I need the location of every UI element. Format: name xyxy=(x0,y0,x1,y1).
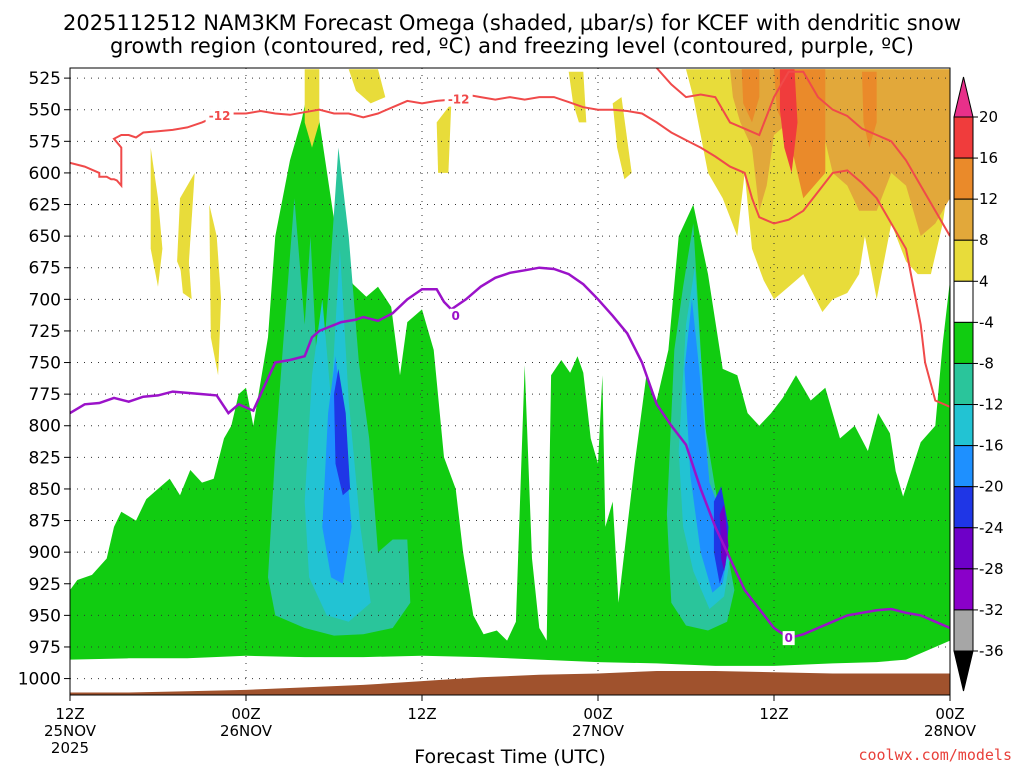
ytick-label-950: 950 xyxy=(29,606,61,626)
colorbar-label-12: -32 xyxy=(979,601,1004,619)
colorbar-band-8 xyxy=(953,445,974,488)
ytick-label-800: 800 xyxy=(29,417,61,437)
isotherm-minus12-upper-line xyxy=(655,68,950,237)
xtick-date-1: 26NOV xyxy=(220,722,273,740)
terrain-fill xyxy=(70,671,950,695)
xtick-time-3: 00Z xyxy=(583,705,612,723)
xtick-time-2: 12Z xyxy=(407,705,436,723)
colorbar-band-9 xyxy=(953,486,974,529)
colorbar-label-13: -36 xyxy=(979,642,1004,660)
ytick-label-575: 575 xyxy=(29,132,61,152)
colorbar-band-3 xyxy=(953,239,974,282)
ytick-label-725: 725 xyxy=(29,322,61,342)
colorbar-bottom-arrow xyxy=(953,650,974,692)
ytick-label-600: 600 xyxy=(29,164,61,184)
xtick-date-5: 28NOV xyxy=(924,722,977,740)
colorbar-label-4: 4 xyxy=(979,272,989,290)
colorbar-label-7: -12 xyxy=(979,396,1004,414)
omega-region-13 xyxy=(209,204,222,376)
terrain-polygon xyxy=(70,671,950,695)
colorbar-label-11: -28 xyxy=(979,560,1004,578)
freezing-label-2: 0 xyxy=(784,631,792,645)
colorbar-band-0 xyxy=(953,116,974,159)
colorbar: 20 16 12 8 4 -4 -8 -12 -16 -20 -24 -28 -32 -36 xyxy=(953,76,1004,692)
colorbar-label-9: -20 xyxy=(979,478,1004,496)
colorbar-band-4 xyxy=(953,280,974,323)
xtick-date-3: 27NOV xyxy=(572,722,625,740)
ytick-label-750: 750 xyxy=(29,354,61,374)
omega-region-23 xyxy=(862,71,877,148)
ytick-label-700: 700 xyxy=(29,290,61,310)
omega-region-10 xyxy=(150,147,163,287)
colorbar-label-3: 8 xyxy=(979,231,989,249)
colorbar-label-5: -4 xyxy=(979,313,994,331)
ytick-label-975: 975 xyxy=(29,638,61,658)
colorbar-top-arrow xyxy=(953,76,974,118)
colorbar-band-1 xyxy=(953,157,974,200)
contour-lines: -12 -12 0 0 xyxy=(70,68,950,646)
colorbar-band-7 xyxy=(953,404,974,447)
xtick-time-5: 00Z xyxy=(935,705,964,723)
credit-text: coolwx.com/models xyxy=(858,746,1012,764)
freezing-level-line xyxy=(70,266,950,640)
ytick-label-875: 875 xyxy=(29,512,61,532)
omega-region-24 xyxy=(779,69,798,173)
colorbar-band-2 xyxy=(953,198,974,241)
ytick-label-825: 825 xyxy=(29,448,61,468)
plot-border xyxy=(69,67,951,696)
ytick-label-550: 550 xyxy=(29,101,61,121)
colorbar-label-2: 12 xyxy=(979,190,998,208)
ytick-label-625: 625 xyxy=(29,196,61,216)
colorbar-band-6 xyxy=(953,362,974,406)
colorbar-label-6: -8 xyxy=(979,354,994,372)
omega-region-12 xyxy=(177,172,195,287)
ytick-label-850: 850 xyxy=(29,480,61,500)
freezing-label-2-bg xyxy=(782,631,795,646)
freezing-label-1-bg xyxy=(449,308,462,323)
colorbar-band-12 xyxy=(953,609,974,652)
x-axis-label: Forecast Time (UTC) xyxy=(414,746,605,768)
isotherm-label-2: -12 xyxy=(448,93,470,107)
colorbar-label-1: 16 xyxy=(979,149,998,167)
omega-region-16 xyxy=(436,103,452,173)
colorbar-band-5 xyxy=(953,321,974,364)
isotherm-label-1-bg xyxy=(205,109,234,124)
freezing-label-1: 0 xyxy=(452,309,460,323)
ytick-label-1000: 1000 xyxy=(18,670,61,690)
isotherm-label-2-bg xyxy=(444,92,473,107)
ytick-label-525: 525 xyxy=(29,69,61,89)
xtick-time-4: 12Z xyxy=(759,705,788,723)
xtick-time-1: 00Z xyxy=(231,705,260,723)
chart-title-line2: growth region (contoured, red, ºC) and f… xyxy=(110,34,914,58)
omega-region-7 xyxy=(334,368,351,496)
colorbar-label-8: -16 xyxy=(979,437,1004,455)
colorbar-band-10 xyxy=(953,527,974,570)
ytick-label-650: 650 xyxy=(29,227,61,247)
omega-region-18 xyxy=(612,97,632,180)
xtick-year-0: 2025 xyxy=(51,739,89,757)
chart-title-line1: 2025112512 NAM3KM Forecast Omega (shaded… xyxy=(63,11,961,35)
omega-region-21 xyxy=(741,69,760,123)
colorbar-band-11 xyxy=(953,568,974,611)
colorbar-label-10: -24 xyxy=(979,519,1004,537)
omega-region-5 xyxy=(322,356,352,584)
isotherm-label-1: -12 xyxy=(209,109,231,123)
y-axis: 525 550 575 600 625 650 675 700 725 750 775 800 825 8… xyxy=(18,69,70,690)
xtick-time-0: 12Z xyxy=(55,705,84,723)
ytick-label-775: 775 xyxy=(29,385,61,405)
xtick-date-0: 25NOV xyxy=(44,722,97,740)
ytick-label-675: 675 xyxy=(29,259,61,279)
ytick-label-900: 900 xyxy=(29,543,61,563)
ytick-label-925: 925 xyxy=(29,575,61,595)
colorbar-label-0: 20 xyxy=(979,108,998,126)
plot-area: -12 -12 0 0 xyxy=(69,67,951,696)
omega-region-14 xyxy=(304,69,320,148)
